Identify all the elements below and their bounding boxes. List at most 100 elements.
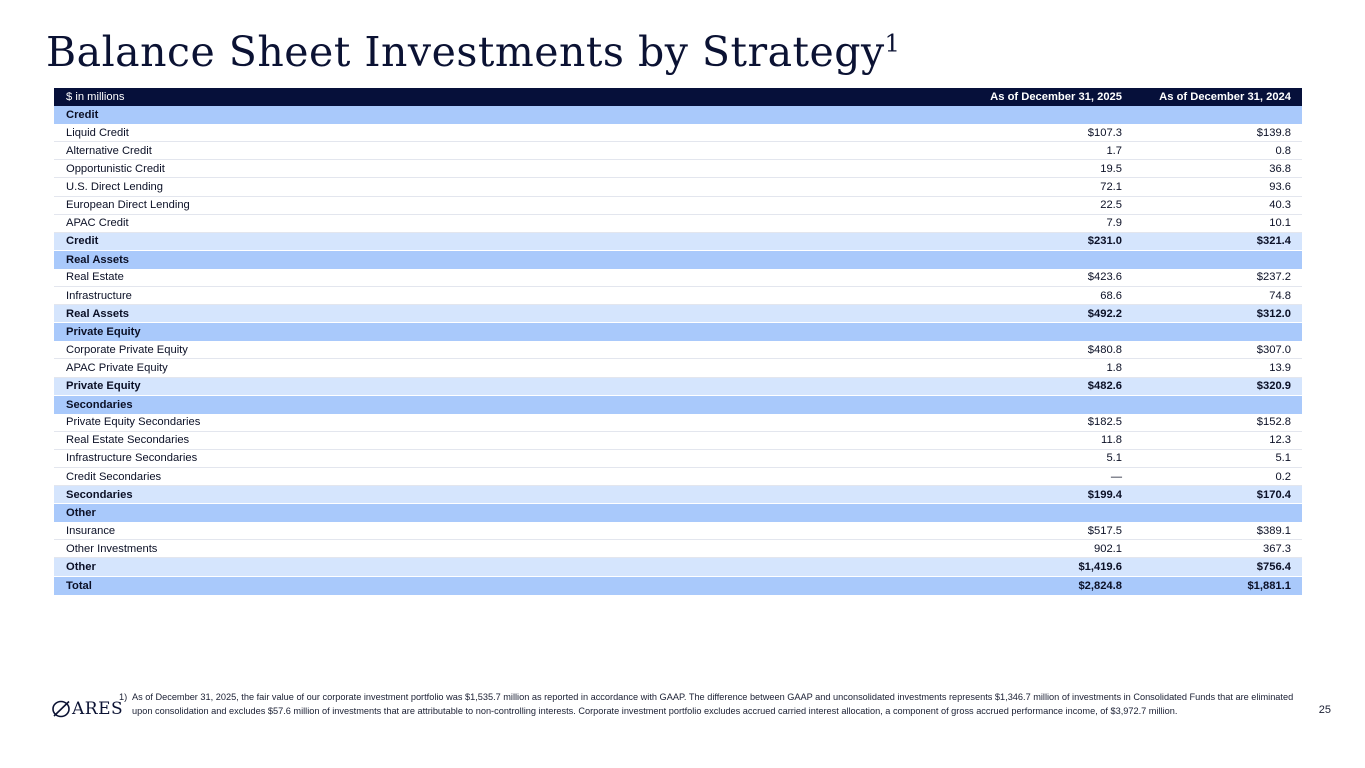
row-label: Other [66, 560, 96, 573]
row-label: Other Investments [66, 542, 158, 555]
row-value-2025: $423.6 [1087, 271, 1122, 284]
row-value-2025: $2,824.8 [1078, 579, 1122, 592]
row-value-2024: $237.2 [1256, 271, 1291, 284]
row-value-2025: 11.8 [1101, 434, 1122, 447]
row-value-2025: $480.8 [1087, 343, 1122, 356]
row-label: APAC Credit [66, 217, 129, 230]
title-footnote-marker: 1 [884, 29, 901, 58]
table-section-row: Other [54, 504, 1302, 523]
footnote: 1) As of December 31, 2025, the fair val… [119, 691, 1299, 718]
row-value-2024: $320.9 [1256, 380, 1291, 393]
row-value-2024: $1,881.1 [1247, 579, 1291, 592]
row-value-2025: $182.5 [1087, 416, 1122, 429]
row-label: Secondaries [66, 398, 133, 411]
table-subtotal-row: Real Assets $492.2 $312.0 [54, 305, 1302, 324]
row-value-2025: 902.1 [1094, 542, 1122, 555]
table-subtotal-row: Secondaries $199.4 $170.4 [54, 486, 1302, 505]
row-label: Secondaries [66, 488, 133, 501]
row-value-2024: 0.8 [1275, 144, 1291, 157]
footnote-number: 1) [119, 692, 128, 702]
table-subtotal-row: Credit $231.0 $321.4 [54, 232, 1302, 251]
header-units-label: $ in millions [66, 91, 125, 104]
row-label: Private Equity [66, 380, 141, 393]
table-section-row: Credit [54, 106, 1302, 125]
row-value-2024: 13.9 [1269, 361, 1291, 374]
row-value-2024: $307.0 [1256, 343, 1291, 356]
row-value-2025: $482.6 [1087, 380, 1122, 393]
table-body: Credit Liquid Credit $107.3 $139.8 Alternati… [54, 106, 1302, 595]
ares-logo: ARES [51, 699, 123, 719]
row-label: Alternative Credit [66, 144, 152, 157]
row-label: Infrastructure [66, 289, 132, 302]
row-label: Total [66, 579, 92, 592]
row-label: Real Assets [66, 253, 130, 266]
row-label: Corporate Private Equity [66, 343, 188, 356]
table-section-row: Secondaries [54, 395, 1302, 414]
table-row: APAC Private Equity 1.8 13.9 [54, 359, 1302, 378]
row-value-2025: $492.2 [1087, 307, 1122, 320]
table-section-row: Real Assets [54, 250, 1302, 269]
row-value-2024: 74.8 [1269, 289, 1291, 302]
row-value-2024: $152.8 [1256, 416, 1291, 429]
row-value-2025: 68.6 [1100, 289, 1122, 302]
table-subtotal-row: Private Equity $482.6 $320.9 [54, 377, 1302, 396]
row-value-2024: 367.3 [1263, 542, 1291, 555]
page-title-text: Balance Sheet Investments by Strategy [46, 28, 885, 76]
row-label: Real Assets [66, 307, 130, 320]
row-value-2024: 5.1 [1275, 452, 1291, 465]
row-label: Private Equity [66, 326, 141, 339]
row-label: Private Equity Secondaries [66, 416, 201, 429]
row-value-2025: 5.1 [1106, 452, 1122, 465]
table-section-row: Private Equity [54, 323, 1302, 342]
ares-logo-text: ARES [72, 699, 124, 719]
row-value-2024: 93.6 [1269, 181, 1291, 194]
row-label: Opportunistic Credit [66, 162, 165, 175]
row-value-2024: $312.0 [1256, 307, 1291, 320]
row-label: Insurance [66, 524, 116, 537]
row-value-2024: 40.3 [1269, 199, 1291, 212]
row-value-2024: $321.4 [1256, 235, 1291, 248]
row-label: Credit [66, 109, 99, 122]
footnote-text: As of December 31, 2025, the fair value … [132, 692, 1294, 716]
row-value-2025: 1.7 [1106, 144, 1122, 157]
row-value-2024: $389.1 [1256, 524, 1291, 537]
row-label: Liquid Credit [66, 126, 129, 139]
table-row: Infrastructure 68.6 74.8 [54, 287, 1302, 306]
table-row: Private Equity Secondaries $182.5 $152.8 [54, 414, 1302, 432]
table-row: Insurance $517.5 $389.1 [54, 522, 1302, 541]
row-value-2024: 0.2 [1275, 470, 1291, 483]
row-value-2025: $231.0 [1087, 235, 1122, 248]
row-label: European Direct Lending [66, 199, 190, 212]
table-row: Real Estate Secondaries 11.8 12.3 [54, 432, 1302, 450]
row-value-2025: 1.8 [1106, 361, 1122, 374]
ares-logo-icon [52, 700, 70, 718]
table-row: Opportunistic Credit 19.5 36.8 [54, 160, 1302, 179]
row-value-2024: $139.8 [1256, 126, 1291, 139]
table-row: Real Estate $423.6 $237.2 [54, 269, 1302, 288]
table-total-row: Total $2,824.8 $1,881.1 [54, 576, 1302, 595]
row-value-2025: — [1110, 470, 1122, 483]
investments-table: $ in millions As of December 31, 2025 As… [54, 88, 1302, 595]
row-value-2024: 36.8 [1269, 162, 1291, 175]
row-value-2025: $517.5 [1087, 524, 1122, 537]
row-value-2025: $1,419.6 [1078, 560, 1122, 573]
row-label: Other [66, 507, 96, 520]
row-label: Credit Secondaries [66, 470, 162, 483]
table-subtotal-row: Other $1,419.6 $756.4 [54, 558, 1302, 577]
table-row: European Direct Lending 22.5 40.3 [54, 197, 1302, 215]
header-col-2024: As of December 31, 2024 [1159, 91, 1291, 104]
row-label: Credit [66, 235, 99, 248]
row-value-2025: 19.5 [1100, 162, 1122, 175]
row-value-2024: $756.4 [1256, 560, 1291, 573]
table-row: Credit Secondaries — 0.2 [54, 468, 1302, 487]
row-value-2025: $107.3 [1087, 126, 1122, 139]
row-value-2025: 22.5 [1100, 199, 1122, 212]
page-title: Balance Sheet Investments by Strategy1 [46, 28, 900, 76]
row-label: Real Estate Secondaries [66, 434, 190, 447]
row-value-2025: 72.1 [1100, 181, 1122, 194]
table-row: Infrastructure Secondaries 5.1 5.1 [54, 450, 1302, 468]
table-row: Liquid Credit $107.3 $139.8 [54, 124, 1302, 143]
row-value-2024: $170.4 [1256, 488, 1291, 501]
table-header-row: $ in millions As of December 31, 2025 As… [54, 88, 1302, 107]
table-row: U.S. Direct Lending 72.1 93.6 [54, 178, 1302, 197]
